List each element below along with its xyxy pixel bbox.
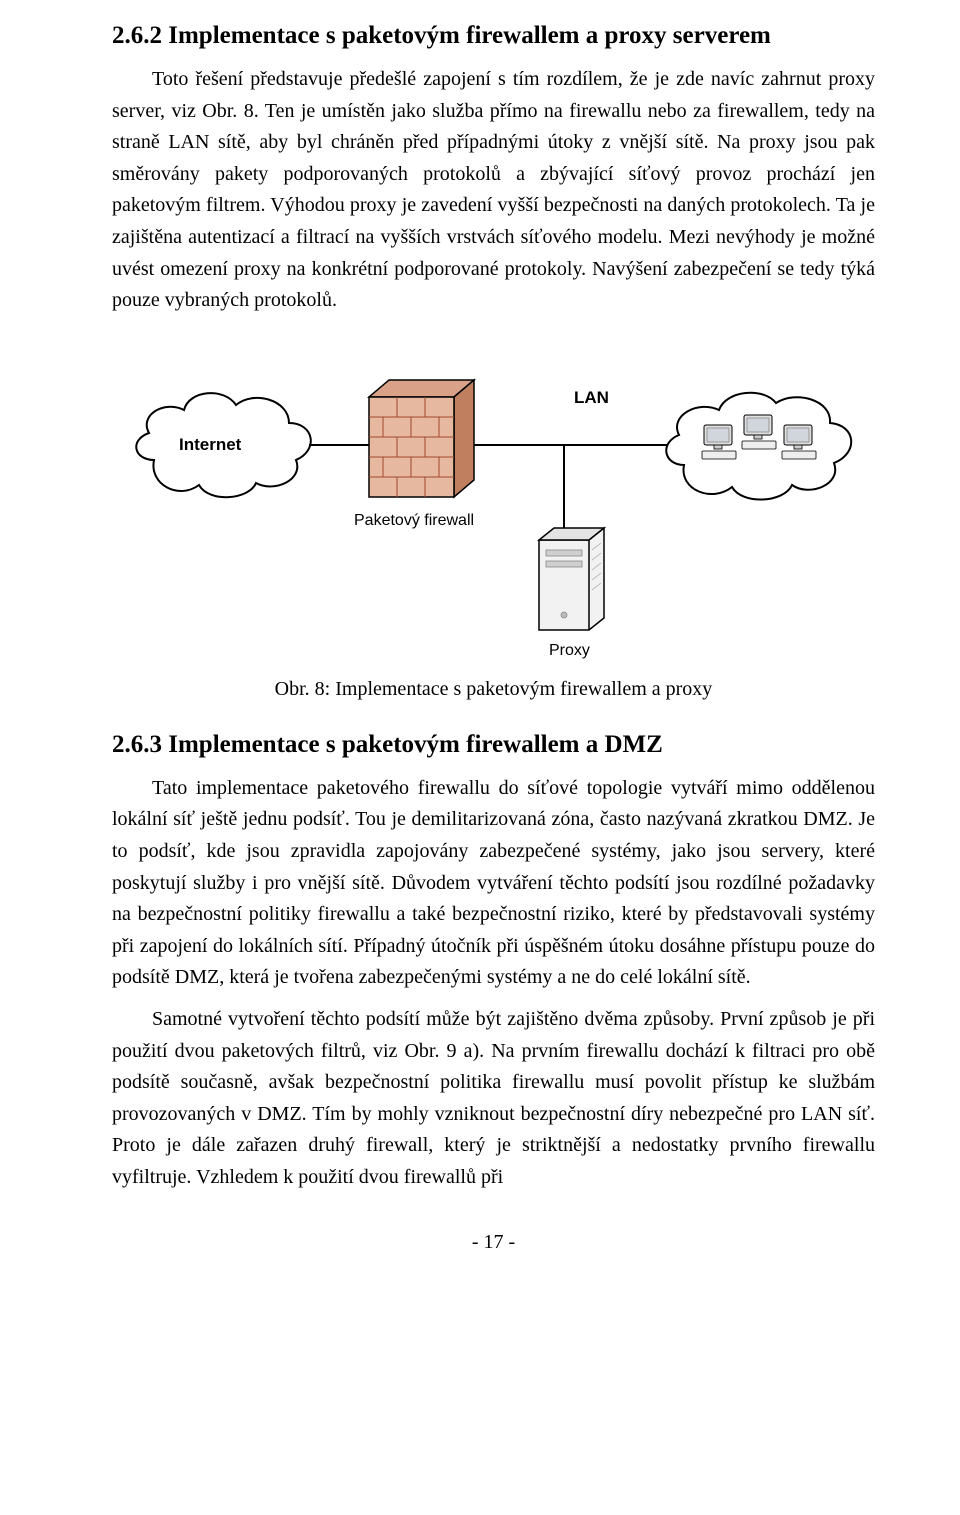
section2-para1: Tato implementace paketového firewallu d…: [112, 773, 875, 994]
section-heading-2: 2.6.3 Implementace s paketovým firewalle…: [112, 731, 875, 759]
internet-cloud: Internet: [136, 393, 311, 497]
proxy-label: Proxy: [549, 642, 590, 659]
internet-label: Internet: [179, 435, 242, 454]
proxy-server-icon: [539, 528, 604, 630]
figure-8: Internet: [124, 345, 864, 670]
section-heading-1: 2.6.2 Implementace s paketovým firewalle…: [112, 22, 875, 50]
section2-para2: Samotné vytvoření těchto podsítí může bý…: [112, 1004, 875, 1194]
firewall-label: Paketový firewall: [354, 512, 474, 529]
figure-8-caption: Obr. 8: Implementace s paketovým firewal…: [112, 678, 875, 701]
lan-label: LAN: [574, 388, 609, 407]
section1-para1: Toto řešení představuje předešlé zapojen…: [112, 64, 875, 317]
page-number: - 17 -: [112, 1231, 875, 1254]
firewall-icon: [369, 380, 474, 497]
